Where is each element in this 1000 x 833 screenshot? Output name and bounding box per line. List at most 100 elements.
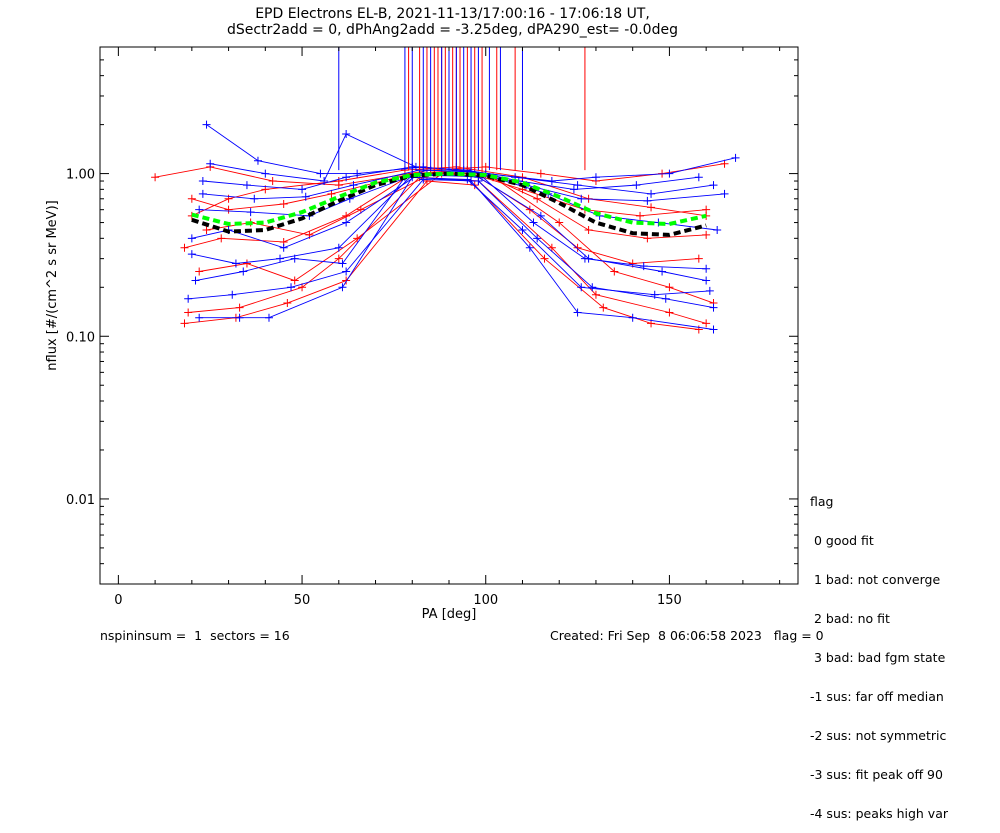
data-point-red <box>591 290 600 299</box>
data-point-red <box>327 189 336 198</box>
data-point-red <box>525 205 534 214</box>
data-point-blue <box>206 159 215 168</box>
data-point-blue <box>709 325 718 334</box>
data-point-blue <box>588 283 597 292</box>
data-point-red <box>353 234 362 243</box>
data-point-red <box>334 254 343 263</box>
data-point-blue <box>702 276 711 285</box>
data-point-red <box>573 243 582 252</box>
footer-created: Created: Fri Sep 8 06:06:58 2023 flag = … <box>550 628 824 643</box>
x-axis-label: PA [deg] <box>422 607 477 622</box>
legend-item: 2 bad: no fit <box>810 611 890 626</box>
data-point-red <box>279 200 288 209</box>
legend-item: -3 sus: fit peak off 90 <box>810 767 943 782</box>
data-point-blue <box>191 276 200 285</box>
data-point-blue <box>276 254 285 263</box>
data-point-red <box>555 218 564 227</box>
data-point-blue <box>338 283 347 292</box>
data-point-red <box>536 169 545 178</box>
legend-item: -2 sus: not symmetric <box>810 728 947 743</box>
legend-title: flag <box>810 494 834 509</box>
series-line-blue <box>202 169 725 202</box>
legend-item: 1 bad: not converge <box>810 572 941 587</box>
data-point-red <box>290 276 299 285</box>
x-tick-label: 100 <box>473 593 498 608</box>
data-point-blue <box>198 189 207 198</box>
data-point-blue <box>573 181 582 190</box>
series-line-red <box>184 169 699 264</box>
data-point-red <box>547 243 556 252</box>
data-point-blue <box>702 264 711 273</box>
data-point-red <box>694 325 703 334</box>
data-point-blue <box>411 162 420 171</box>
data-point-blue <box>720 189 729 198</box>
data-point-red <box>298 283 307 292</box>
data-point-red <box>665 308 674 317</box>
data-point-red <box>151 173 160 182</box>
data-point-red <box>665 283 674 292</box>
data-point-blue <box>713 226 722 235</box>
data-point-blue <box>518 226 527 235</box>
data-point-blue <box>287 283 296 292</box>
data-point-blue <box>342 130 351 139</box>
data-point-blue <box>353 169 362 178</box>
data-point-blue <box>231 259 240 268</box>
series-line-blue <box>199 176 714 330</box>
data-point-blue <box>525 243 534 252</box>
data-point-blue <box>195 313 204 322</box>
x-tick-label: 0 <box>114 593 122 608</box>
series-line-blue <box>210 133 699 190</box>
y-tick-label: 0.10 <box>66 330 95 345</box>
flag-legend: flag 0 good fit 1 bad: not converge 2 ba… <box>810 469 948 833</box>
data-point-blue <box>187 250 196 259</box>
chart-plot: 0 50 100 150 0.01 0.10 1.00 PA [deg] nflux [#/(c… <box>45 46 799 622</box>
data-point-blue <box>301 192 310 201</box>
fit-curve-green <box>191 171 707 227</box>
y-tick-label: 0.01 <box>66 493 95 508</box>
data-point-blue <box>342 173 351 182</box>
data-point-red <box>540 254 549 263</box>
data-point-blue <box>298 185 307 194</box>
data-point-blue <box>202 120 211 129</box>
data-point-blue <box>632 181 641 190</box>
data-point-blue <box>264 313 273 322</box>
data-point-blue <box>639 262 648 271</box>
data-point-blue <box>731 153 740 162</box>
data-point-blue <box>577 283 586 292</box>
data-point-blue <box>658 267 667 276</box>
data-point-blue <box>334 243 343 252</box>
data-point-blue <box>709 181 718 190</box>
legend-item: -1 sus: far off median <box>810 689 944 704</box>
series-line-red <box>206 171 707 239</box>
data-point-blue <box>342 218 351 227</box>
data-point-red <box>180 243 189 252</box>
data-point-blue <box>184 294 193 303</box>
data-point-blue <box>529 218 538 227</box>
data-point-blue <box>661 294 670 303</box>
data-point-red <box>242 259 251 268</box>
data-point-blue <box>242 181 251 190</box>
data-point-blue <box>705 286 714 295</box>
data-point-blue <box>316 169 325 178</box>
y-axis-label: nflux [#/(cm^2 s sr MeV)] <box>45 200 60 370</box>
footer-sectors: nspininsum = 1 sectors = 16 <box>100 628 290 643</box>
data-point-blue <box>694 173 703 182</box>
data-point-red <box>184 308 193 317</box>
series-line-blue <box>206 124 736 182</box>
data-point-blue <box>250 194 259 203</box>
y-tick-label: 1.00 <box>66 168 95 183</box>
data-point-red <box>481 162 490 171</box>
data-point-blue <box>580 254 589 263</box>
data-point-blue <box>573 308 582 317</box>
data-point-blue <box>261 169 270 178</box>
data-point-blue <box>591 173 600 182</box>
data-point-blue <box>228 290 237 299</box>
series-line-red <box>199 173 714 304</box>
data-point-red <box>180 319 189 328</box>
x-tick-label: 50 <box>294 593 311 608</box>
series-line-red <box>188 176 707 324</box>
data-point-red <box>283 299 292 308</box>
data-point-red <box>599 303 608 312</box>
data-point-red <box>224 205 233 214</box>
data-point-blue <box>187 234 196 243</box>
